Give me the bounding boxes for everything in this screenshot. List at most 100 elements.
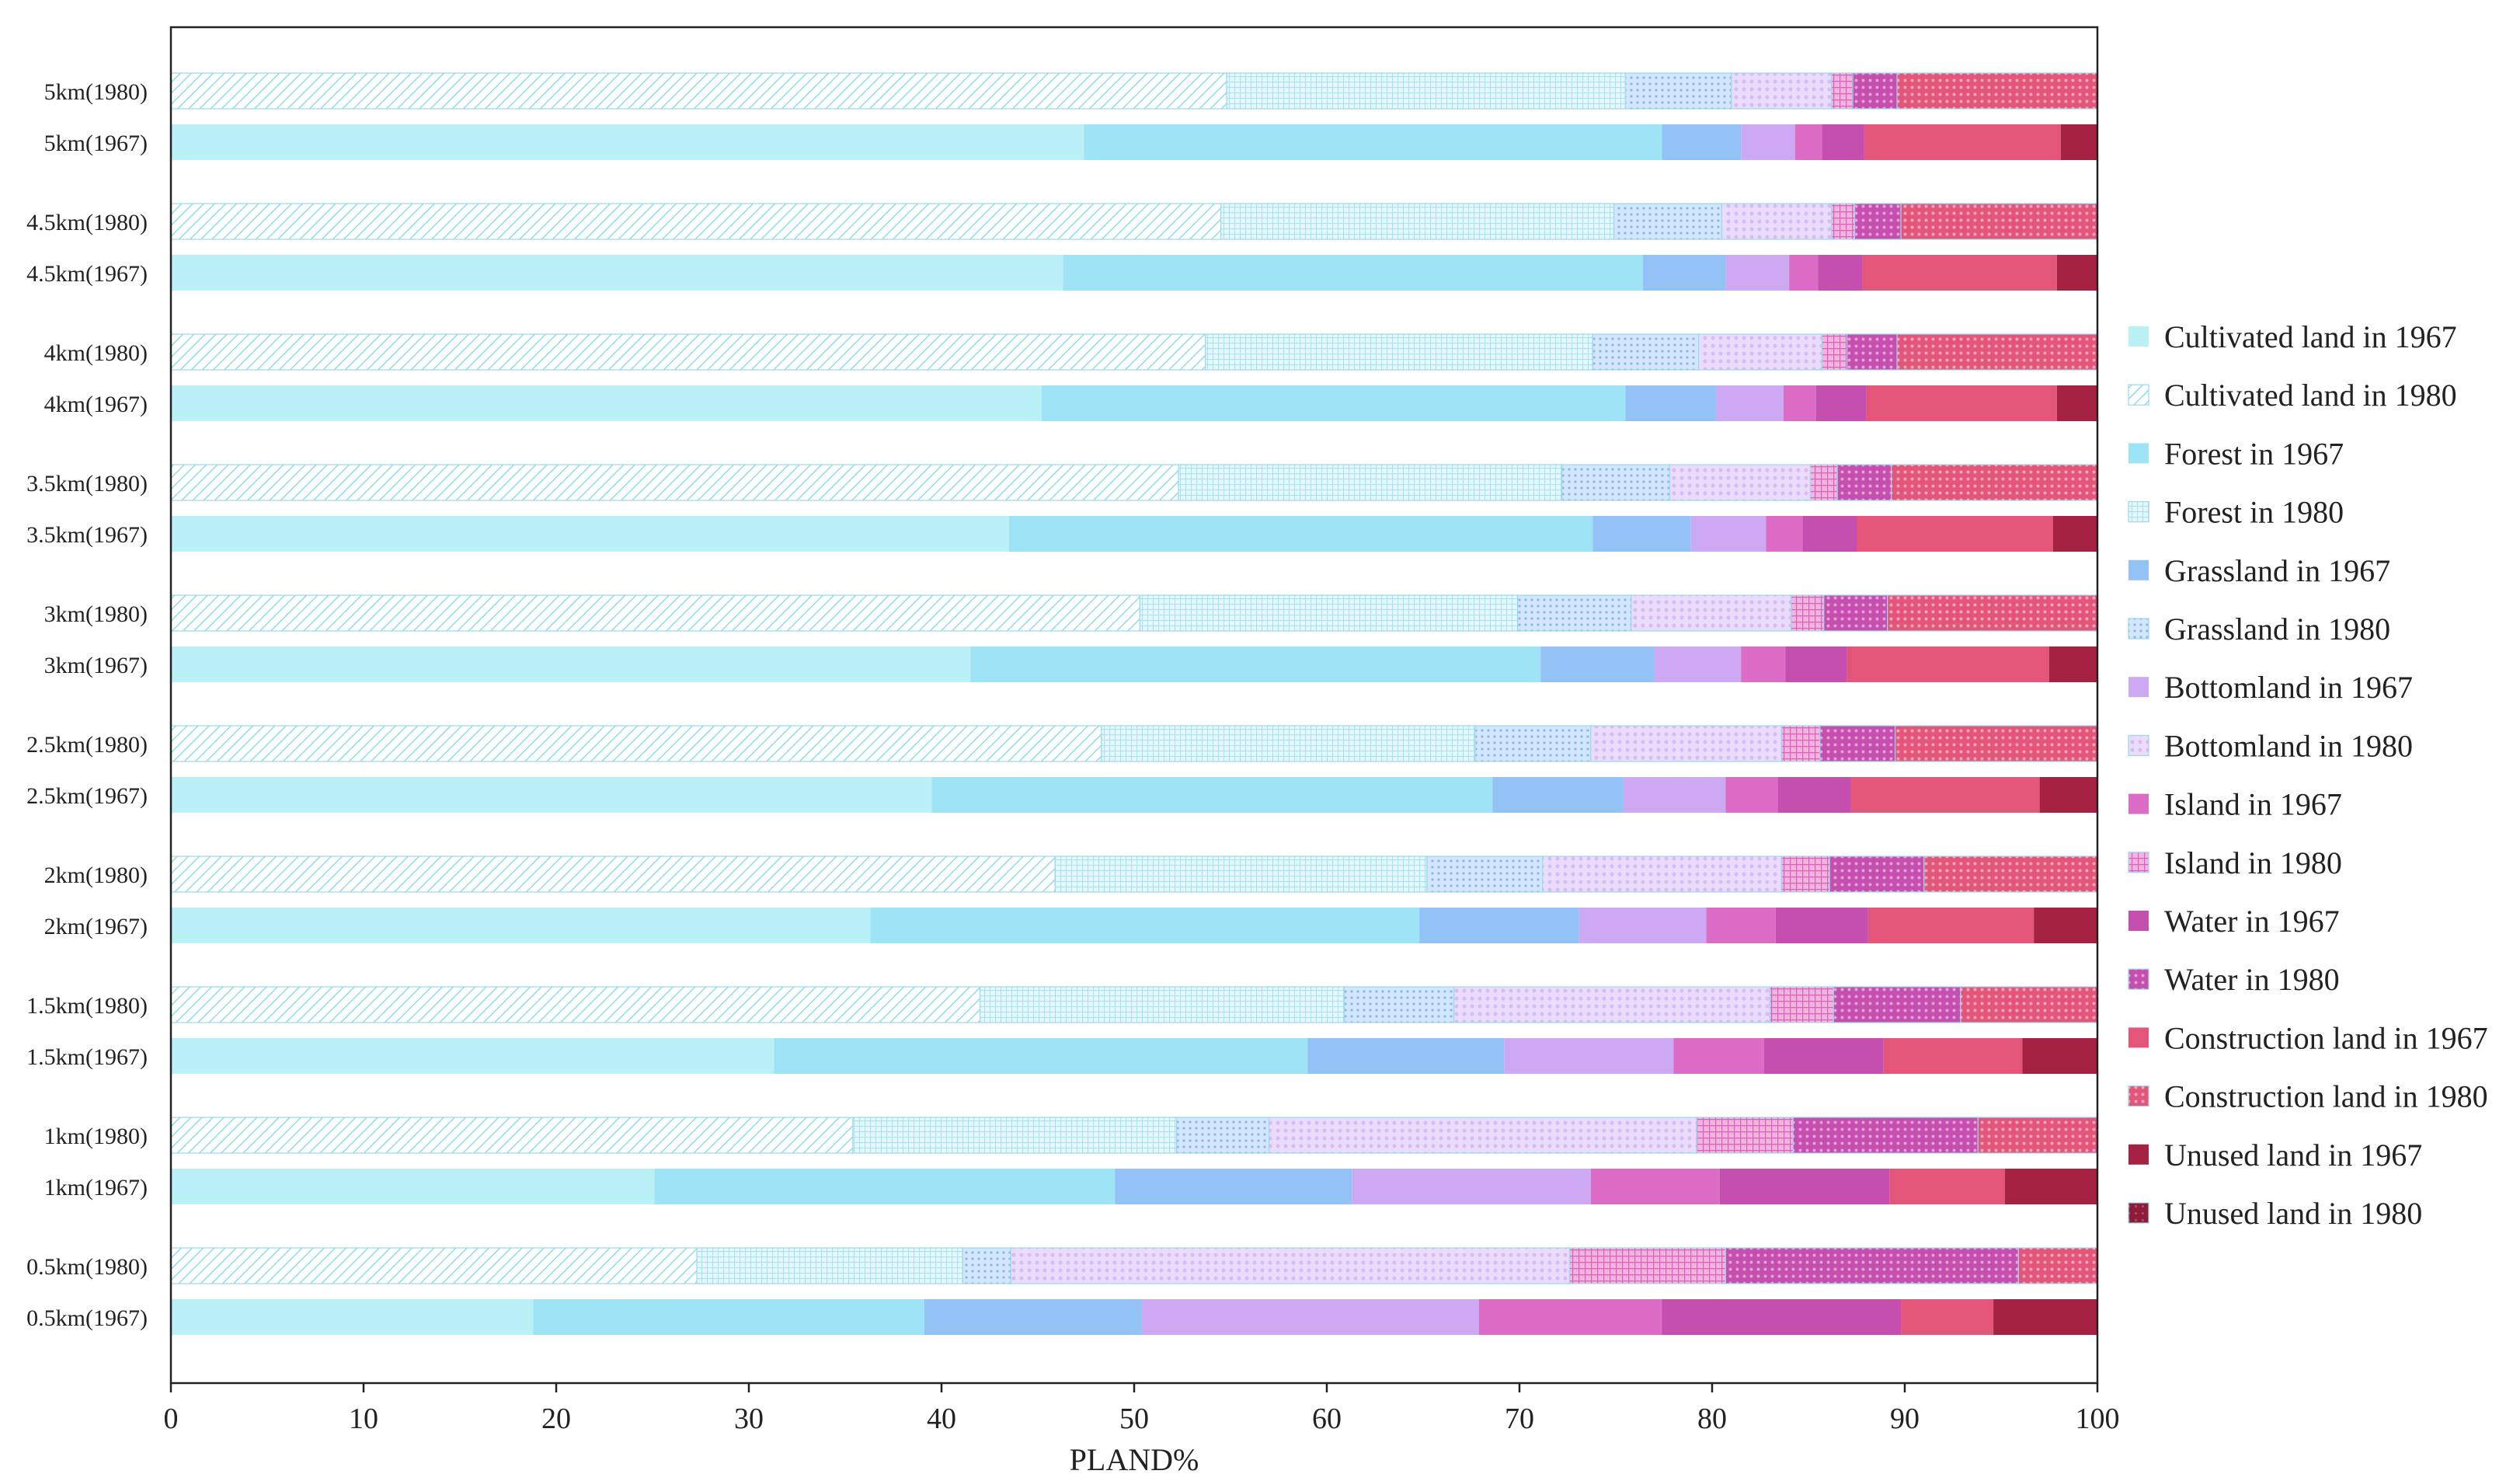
bar-segment-5km-1980-grassland <box>1624 72 1732 110</box>
legend-label-grassland-in-1967: Grassland in 1967 <box>2164 553 2390 588</box>
bar-segment-1km-1967-island <box>1590 1169 1720 1204</box>
row-label-5km-1967: 5km(1967) <box>44 131 148 156</box>
bar-segment-4km-1980-island <box>1821 333 1848 371</box>
bar-segment-3km-1967-construction-land <box>1846 646 2049 682</box>
bar-segment-4-5km-1980-island <box>1831 203 1856 240</box>
bar-segment-1-5km-1967-grassland <box>1307 1038 1505 1074</box>
row-label-1km-1980: 1km(1980) <box>44 1124 148 1149</box>
bar-segment-4km-1980-grassland <box>1592 333 1700 371</box>
bar-segment-0-5km-1980-bottomland <box>1010 1247 1571 1284</box>
bar-segment-1km-1967-cultivated-land <box>171 1169 655 1204</box>
legend-swatch-forest-in-1967 <box>2128 443 2149 464</box>
bar-segment-5km-1980-construction-land <box>1896 72 2098 110</box>
bar-segment-5km-1967-cultivated-land <box>171 124 1084 160</box>
x-tick-label: 0 <box>164 1403 179 1435</box>
row-label-3-5km-1967: 3.5km(1967) <box>26 522 148 548</box>
bar-segment-3km-1980-cultivated-land <box>170 594 1141 632</box>
row-label-2-5km-1967: 2.5km(1967) <box>26 783 148 809</box>
x-tick-label: 20 <box>541 1403 571 1435</box>
bar-segment-3-5km-1967-unused-land <box>2052 516 2097 552</box>
bar-segment-5km-1967-construction-land <box>1864 124 2061 160</box>
x-axis-title: PLAND% <box>1070 1442 1199 1477</box>
legend-label-forest-in-1980: Forest in 1980 <box>2164 495 2344 530</box>
x-tick-label: 50 <box>1119 1403 1149 1435</box>
bar-segment-2-5km-1967-forest <box>931 777 1493 813</box>
row-label-2km-1967: 2km(1967) <box>44 914 148 939</box>
legend-swatch-grassland-in-1967 <box>2128 559 2149 580</box>
legend-swatch-cultivated-land-in-1980 <box>2128 384 2149 406</box>
bar-segment-1km-1967-unused-land <box>2004 1169 2097 1204</box>
bar-segment-5km-1967-water <box>1822 124 1864 160</box>
bar-segment-0-5km-1967-cultivated-land <box>171 1299 534 1335</box>
row-label-0-5km-1980: 0.5km(1980) <box>26 1254 148 1280</box>
bar-segment-2km-1980-construction-land <box>1923 855 2098 893</box>
bar-segment-0-5km-1967-forest <box>533 1299 924 1335</box>
bar-segment-2-5km-1967-bottomland <box>1623 777 1726 813</box>
bar-segment-4-5km-1980-water <box>1853 203 1902 240</box>
bar-segment-2km-1980-bottomland <box>1542 855 1782 893</box>
legend-swatch-island-in-1980 <box>2128 852 2149 873</box>
bar-segment-2km-1967-water <box>1775 908 1868 943</box>
legend-swatch-cultivated-land-in-1967 <box>2128 326 2149 347</box>
row-label-1km-1967: 1km(1967) <box>44 1175 148 1200</box>
row-label-4-5km-1967: 4.5km(1967) <box>26 261 148 287</box>
bar-segment-3km-1980-forest <box>1139 594 1519 632</box>
bar-segment-5km-1967-bottomland <box>1741 124 1795 160</box>
bar-segment-1km-1980-forest <box>852 1117 1178 1154</box>
bar-segment-2-5km-1980-water <box>1819 725 1896 762</box>
bar-segment-2km-1967-construction-land <box>1867 908 2034 943</box>
bar-segment-3km-1967-forest <box>970 646 1541 682</box>
bar-segment-4km-1980-cultivated-land <box>170 333 1206 371</box>
bar-segment-2km-1967-cultivated-land <box>171 908 871 943</box>
bar-segment-4-5km-1980-cultivated-land <box>170 203 1222 240</box>
bar-segment-2-5km-1967-water <box>1777 777 1851 813</box>
bar-segment-2-5km-1967-cultivated-land <box>171 777 932 813</box>
bar-segment-0-5km-1980-forest <box>696 1247 963 1284</box>
bar-segment-4-5km-1967-bottomland <box>1725 255 1790 291</box>
x-tick-label: 10 <box>349 1403 378 1435</box>
bar-segment-1km-1967-grassland <box>1115 1169 1352 1204</box>
row-label-4-5km-1980: 4.5km(1980) <box>26 210 148 235</box>
bar-segment-3-5km-1967-forest <box>1008 516 1593 552</box>
bar-segment-5km-1980-island <box>1831 72 1853 110</box>
bar-segment-0-5km-1967-bottomland <box>1141 1299 1479 1335</box>
bar-segment-2km-1967-grassland <box>1419 908 1579 943</box>
bar-segment-1-5km-1980-grassland <box>1343 986 1455 1023</box>
bar-segment-1km-1967-forest <box>654 1169 1116 1204</box>
bar-segment-1-5km-1980-water <box>1833 986 1961 1023</box>
bar-segment-3km-1967-unused-land <box>2049 646 2097 682</box>
legend-swatch-bottomland-in-1980 <box>2128 734 2149 757</box>
bar-segment-2km-1980-cultivated-land <box>170 855 1056 893</box>
bar-segment-4km-1980-construction-land <box>1896 333 2098 371</box>
legend-swatch-forest-in-1980 <box>2128 500 2149 523</box>
bar-segment-1km-1980-construction-land <box>1977 1117 2098 1154</box>
bar-segment-1-5km-1980-forest <box>979 986 1345 1023</box>
bar-segment-4km-1980-forest <box>1205 333 1593 371</box>
legend-swatch-water-in-1980 <box>2128 968 2149 990</box>
legend-label-unused-land-in-1980: Unused land in 1980 <box>2164 1196 2422 1231</box>
row-label-2-5km-1980: 2.5km(1980) <box>26 732 148 758</box>
bar-segment-1km-1967-water <box>1719 1169 1890 1204</box>
legend-label-unused-land-in-1967: Unused land in 1967 <box>2164 1138 2422 1173</box>
bar-segment-3km-1980-bottomland <box>1631 594 1792 632</box>
bar-segment-1-5km-1980-island <box>1769 986 1834 1023</box>
bar-segment-1-5km-1980-construction-land <box>1960 986 2098 1023</box>
bar-segment-4-5km-1967-unused-land <box>2056 255 2097 291</box>
legend-label-cultivated-land-in-1980: Cultivated land in 1980 <box>2164 378 2457 413</box>
bar-segment-4-5km-1967-forest <box>1063 255 1643 291</box>
bar-segment-2-5km-1967-unused-land <box>2039 777 2097 813</box>
bar-segment-5km-1967-island <box>1794 124 1822 160</box>
legend-swatch-bottomland-in-1967 <box>2128 677 2149 698</box>
bar-segment-2-5km-1967-construction-land <box>1850 777 2040 813</box>
bar-segment-4-5km-1967-grassland <box>1642 255 1726 291</box>
bar-segment-4-5km-1967-water <box>1818 255 1863 291</box>
bar-segment-1km-1980-cultivated-land <box>170 1117 854 1154</box>
row-label-1-5km-1967: 1.5km(1967) <box>26 1044 148 1070</box>
bar-segment-1-5km-1980-cultivated-land <box>170 986 981 1023</box>
bar-segment-4-5km-1967-construction-land <box>1862 255 2057 291</box>
row-label-2km-1980: 2km(1980) <box>44 862 148 888</box>
bar-segment-3-5km-1967-grassland <box>1592 516 1691 552</box>
bar-segment-1-5km-1967-forest <box>774 1038 1308 1074</box>
legend-label-cultivated-land-in-1967: Cultivated land in 1967 <box>2164 319 2457 354</box>
